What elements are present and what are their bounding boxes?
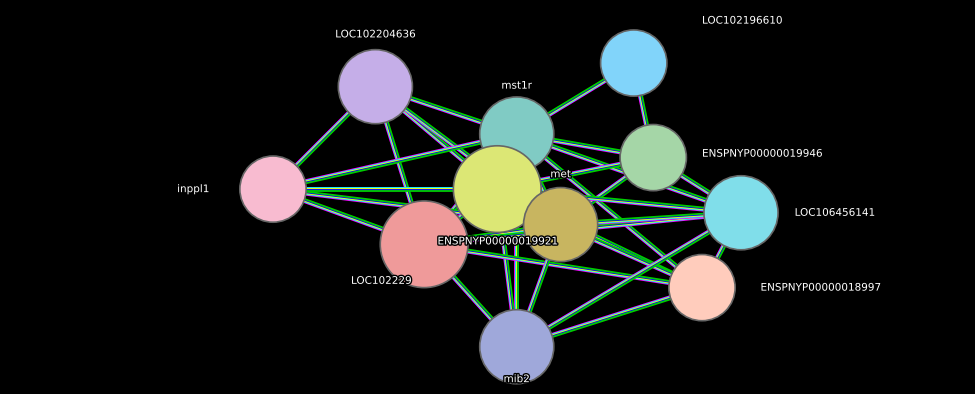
Text: LOC106456141: LOC106456141 <box>795 208 876 218</box>
Ellipse shape <box>338 50 412 124</box>
Text: ENSPNYP00000018997: ENSPNYP00000018997 <box>760 282 880 293</box>
Text: ENSPNYP00000019921: ENSPNYP00000019921 <box>438 236 557 246</box>
Text: LOC102204636: LOC102204636 <box>335 30 415 39</box>
Ellipse shape <box>704 176 778 250</box>
Ellipse shape <box>524 188 598 262</box>
Ellipse shape <box>240 156 306 222</box>
Ellipse shape <box>669 255 735 321</box>
Text: met: met <box>550 169 571 179</box>
Text: LOC102229: LOC102229 <box>351 276 411 286</box>
Text: LOC102196610: LOC102196610 <box>702 16 782 26</box>
Ellipse shape <box>380 201 468 288</box>
Text: ENSPNYP00000019946: ENSPNYP00000019946 <box>702 149 822 159</box>
Ellipse shape <box>453 146 541 232</box>
Text: mib2: mib2 <box>503 374 530 384</box>
Ellipse shape <box>601 30 667 96</box>
Ellipse shape <box>620 125 686 191</box>
Ellipse shape <box>480 97 554 171</box>
Text: mst1r: mst1r <box>501 81 532 91</box>
Text: inppl1: inppl1 <box>177 184 210 194</box>
Ellipse shape <box>480 310 554 384</box>
